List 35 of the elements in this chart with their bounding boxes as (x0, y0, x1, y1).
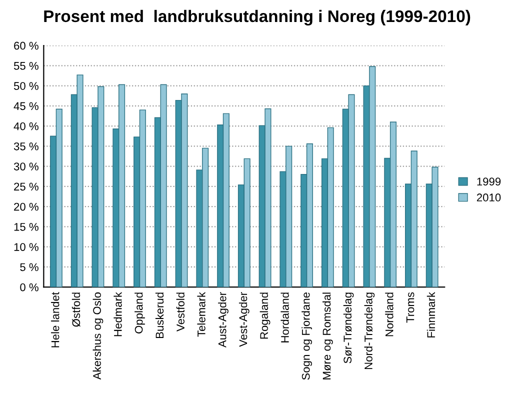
y-tick-label: 50 % (14, 82, 38, 90)
y-tick-label: 20 % (14, 202, 38, 211)
x-tick-label: Hordaland (280, 292, 289, 342)
x-tick-label: Vest-Agder (238, 292, 250, 347)
y-tick-label: 0 % (20, 283, 38, 292)
x-tick-label: Hele landet (51, 292, 60, 348)
x-tick-label: Sør-Trøndelag (343, 292, 354, 364)
x-tick-label: Telemark (197, 292, 206, 337)
chart-title: Prosent med landbruksutdanning i Noreg (1999-2010) (44, 10, 470, 26)
x-tick-label: Oppland (134, 292, 145, 334)
x-tick-label: Sogn og Fjordane (302, 292, 312, 380)
y-tick-label: 40 % (14, 122, 38, 130)
x-tick-label: Finnmark (426, 292, 436, 338)
y-tick-label: 45 % (14, 102, 38, 110)
y-tick-label: 25 % (14, 182, 38, 191)
x-tick-label: Rogaland (260, 292, 270, 339)
y-tick-label: 10 % (14, 243, 38, 251)
x-tick-label: Nord-Trøndelag (364, 292, 375, 370)
legend-label: 2010 (476, 194, 501, 202)
y-tick-label: 15 % (14, 223, 38, 231)
x-tick-label: Buskerud (155, 292, 164, 338)
x-tick-label: Akershus og Oslo (92, 292, 104, 380)
y-tick-label: 5 % (20, 263, 38, 272)
x-tick-label: Troms (406, 292, 414, 323)
x-tick-label: Nordland (385, 292, 394, 336)
y-tick-label: 60 % (14, 42, 38, 50)
legend-label: 1999 (477, 178, 501, 186)
x-tick-label: Østfold (72, 292, 80, 327)
y-tick-label: 55 % (14, 62, 38, 70)
x-tick-label: Aust-Agder (218, 292, 228, 348)
x-tick-label: Hedmark (114, 292, 122, 336)
y-tick-label: 35 % (14, 142, 38, 150)
x-tick-label: Møre og Romsdal (322, 292, 333, 380)
x-tick-label: Vestfold (176, 292, 184, 332)
y-tick-label: 30 % (14, 162, 38, 170)
